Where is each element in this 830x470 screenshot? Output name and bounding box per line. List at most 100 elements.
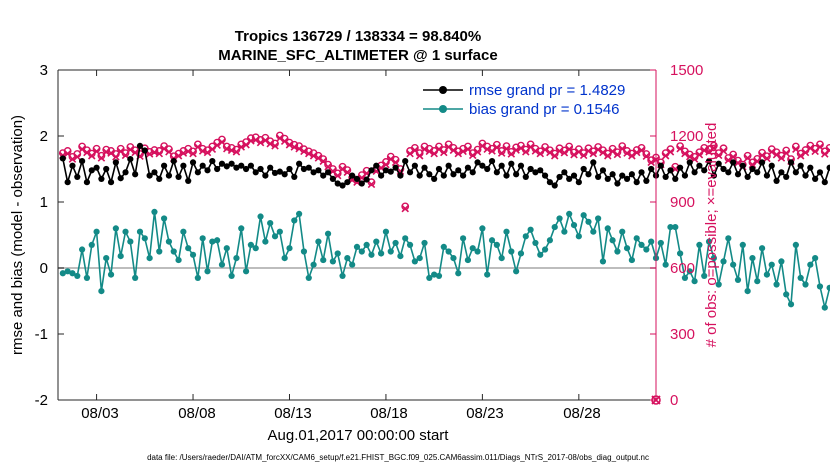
rmse-point [185,177,192,184]
bias-point [681,274,689,281]
bias-point [199,235,206,242]
bias-point [566,210,573,217]
rmse-point [445,162,452,169]
y2-tick-label: 300 [670,326,695,343]
possible-point [801,146,810,154]
rmse-point [329,175,336,182]
rmse-point [392,164,399,171]
possible-point [579,149,588,158]
rmse-point [189,159,197,166]
rmse-point [715,160,722,167]
rmse-point [271,169,279,177]
rmse-point [223,163,230,170]
possible-point [193,140,202,149]
y-axis-label: rmse and bias (model - observation) [9,115,26,355]
bias-point [705,238,713,245]
bias-point [826,284,830,291]
bias-point [315,238,322,245]
bias-point [633,235,640,242]
bias-point [474,248,481,255]
chart-subtitle: MARINE_SFC_ALTIMETER @ 1 surface [218,47,497,64]
rmse-point [426,171,433,178]
bias-point [146,255,153,262]
possible-point [333,169,342,178]
rmse-point [643,177,650,184]
rmse-point [74,173,81,181]
bias-point [691,278,698,285]
bias-point [194,274,201,281]
x-axis-label: Aug.01,2017 00:00:00 start [268,427,450,444]
possible-point [811,144,820,153]
bias-point [141,235,148,242]
bias-point [378,250,385,257]
rmse-point [103,165,110,173]
y-tick-label: 0 [40,260,48,277]
rmse-point [585,171,592,178]
rmse-point [802,172,809,179]
possible-point [517,141,525,150]
rmse-point [421,164,428,171]
possible-point [290,140,299,149]
bias-point [387,248,394,255]
possible-point [410,143,419,152]
bias-point [136,228,144,235]
rmse-point [826,164,830,171]
rmse-point [778,169,785,176]
rmse-point [238,162,245,169]
bias-point [734,276,742,283]
rmse-point [156,175,163,182]
bias-point [79,246,86,253]
possible-point [589,147,598,156]
bias-point [513,268,520,275]
bias-point [754,278,761,285]
rmse-point [435,165,443,173]
rmse-point [440,172,447,179]
x-tick-label: 08/08 [178,405,216,422]
bias-point [214,237,221,244]
rmse-point [276,168,283,175]
rmse-point [720,165,727,173]
rmse-point [807,164,814,171]
rmse-point [305,164,312,171]
possible-point [382,158,390,166]
bias-point [725,235,732,242]
rmse-point [378,172,385,179]
plot-area [57,69,830,405]
rmse-point [247,162,255,169]
evaluated-point [97,154,106,162]
rmse-point [710,172,717,179]
bias-point [450,255,457,262]
rmse-point [132,171,139,178]
bias-point [783,291,790,298]
rmse-point [570,172,578,179]
bias-point [551,223,558,231]
possible-point [189,147,197,156]
rmse-point [252,169,259,176]
rmse-point [551,182,558,189]
bias-point [488,237,496,244]
rmse-point [127,156,134,163]
possible-point [613,148,622,157]
possible-point [526,140,535,149]
possible-point [150,146,159,154]
rmse-point [739,162,746,169]
bias-point [493,241,500,248]
bias-point [392,239,399,247]
legend-rmse-marker [439,86,447,94]
bias-point [310,261,317,268]
bias-point [107,271,115,278]
evaluated-point [763,154,771,163]
rmse-point [783,173,790,181]
bias-point [643,246,650,253]
bias-point [459,235,467,242]
possible-point [709,141,718,150]
rmse-point [334,180,341,187]
bias-point [541,246,549,253]
possible-point [198,144,207,153]
rmse-point [484,165,491,173]
rmse-point [242,165,250,173]
rmse-point [758,159,766,166]
rmse-point [64,179,71,186]
y2-axis-label: # of obs: o=possible; ×=evaluated [703,123,720,348]
possible-point [521,145,530,154]
